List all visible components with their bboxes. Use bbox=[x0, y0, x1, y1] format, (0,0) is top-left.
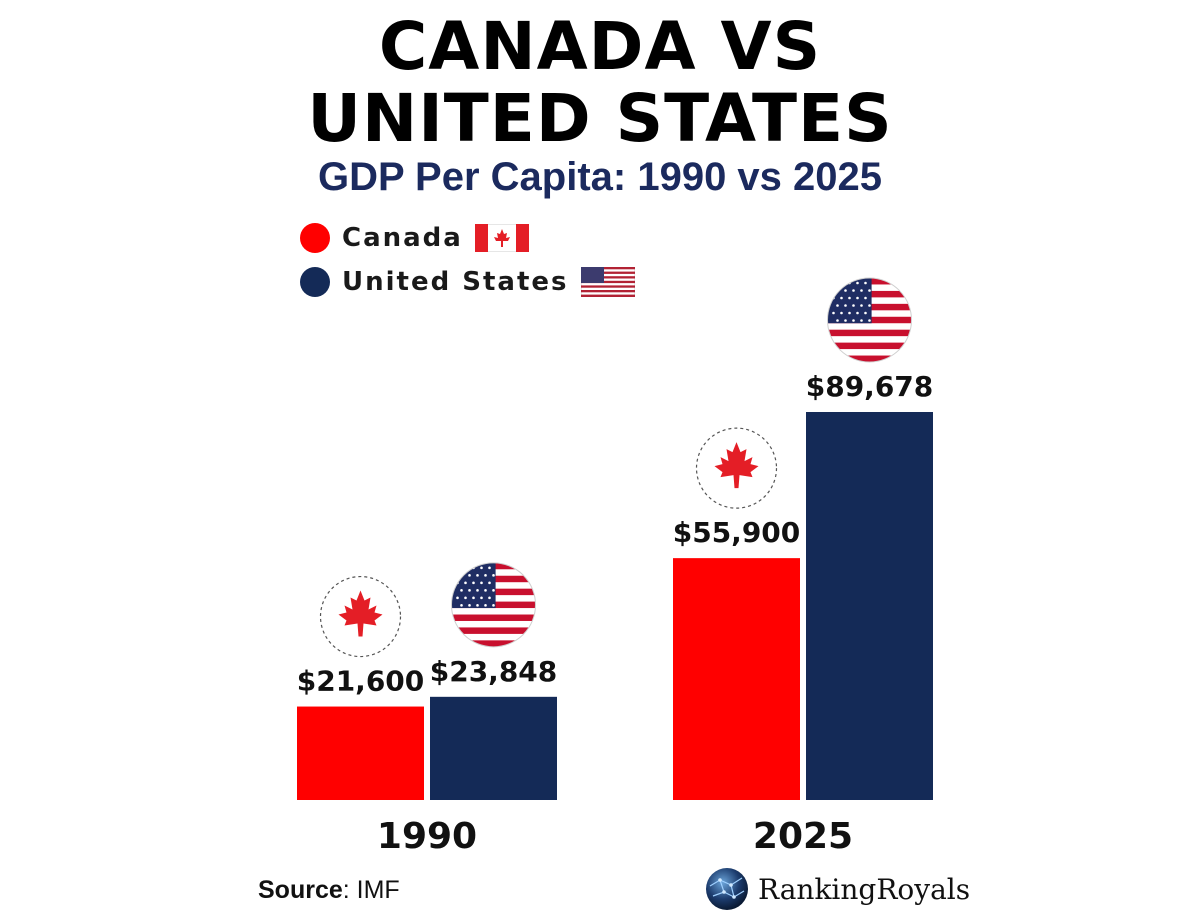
legend-dot-usa bbox=[300, 267, 330, 297]
subtitle: GDP Per Capita: 1990 vs 2025 bbox=[317, 155, 883, 199]
legend-dot-canada bbox=[300, 223, 330, 253]
title-line-2: UNITED STATES bbox=[307, 80, 893, 157]
legend-label-canada: Canada bbox=[342, 223, 463, 253]
usa-flag-icon bbox=[580, 267, 635, 297]
legend-label-usa: United States bbox=[342, 267, 569, 297]
canada-flag-badge-1990 bbox=[319, 575, 402, 658]
source-note: Source: IMF bbox=[258, 876, 400, 905]
value-label-united-states-1990: $23,848 bbox=[430, 655, 558, 688]
usa-flag-badge-2025 bbox=[827, 277, 912, 363]
source-value: : IMF bbox=[342, 876, 400, 904]
brand-globe-icon bbox=[706, 868, 748, 910]
brand-name: RankingRoyals bbox=[758, 872, 971, 906]
title-line-1: CANADA VS bbox=[378, 8, 822, 85]
usa-flag-badge-1990 bbox=[451, 562, 536, 648]
legend-item-usa: United States bbox=[300, 262, 635, 302]
category-label-2025: 2025 bbox=[753, 816, 853, 857]
bar-united-states-1990 bbox=[430, 696, 557, 800]
source-label: Source bbox=[258, 876, 343, 904]
value-label-canada-2025: $55,900 bbox=[673, 516, 801, 549]
bar-canada-2025 bbox=[673, 558, 800, 800]
category-label-1990: 1990 bbox=[377, 816, 477, 857]
bar-united-states-2025 bbox=[806, 412, 933, 800]
bar-canada-1990 bbox=[297, 706, 424, 800]
canada-flag-badge-2025 bbox=[695, 427, 778, 509]
value-label-canada-1990: $21,600 bbox=[297, 665, 425, 698]
canada-flag-icon bbox=[474, 224, 529, 252]
value-label-united-states-2025: $89,678 bbox=[806, 370, 934, 403]
legend-item-canada: Canada bbox=[300, 218, 529, 258]
brand: RankingRoyals bbox=[704, 866, 970, 912]
